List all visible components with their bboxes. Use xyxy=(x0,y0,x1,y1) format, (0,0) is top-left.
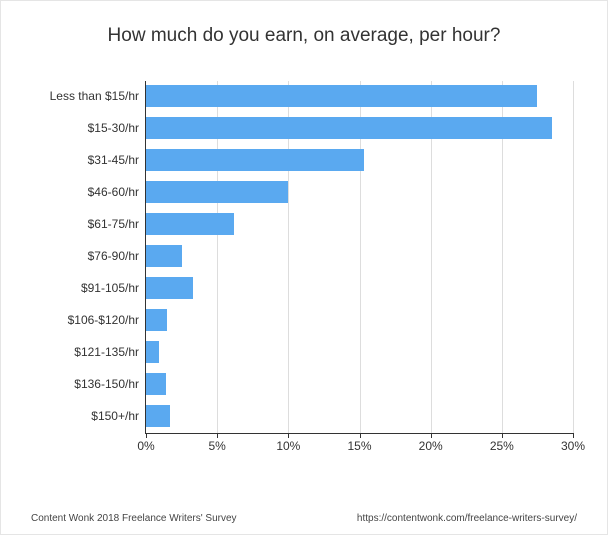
y-category-label: $136-150/hr xyxy=(35,377,139,391)
plot-region: 0%5%10%15%20%25%30% xyxy=(145,81,573,434)
chart-footer: Content Wonk 2018 Freelance Writers' Sur… xyxy=(31,513,577,524)
x-tick-label: 30% xyxy=(561,439,585,453)
bar xyxy=(146,213,234,235)
y-category-label: $61-75/hr xyxy=(35,217,139,231)
bar xyxy=(146,373,166,395)
y-category-label: $46-60/hr xyxy=(35,185,139,199)
gridline xyxy=(573,81,574,433)
bar xyxy=(146,117,552,139)
y-category-label: $31-45/hr xyxy=(35,153,139,167)
x-tick xyxy=(573,433,574,438)
x-tick-label: 5% xyxy=(208,439,225,453)
footer-source: Content Wonk 2018 Freelance Writers' Sur… xyxy=(31,513,237,524)
x-tick-label: 15% xyxy=(347,439,371,453)
chart-title: How much do you earn, on average, per ho… xyxy=(1,1,607,55)
chart-page: How much do you earn, on average, per ho… xyxy=(0,0,608,535)
chart-area: 0%5%10%15%20%25%30% Less than $15/hr $15-… xyxy=(35,81,573,464)
x-tick xyxy=(360,433,361,438)
bar xyxy=(146,405,170,427)
x-tick xyxy=(217,433,218,438)
x-tick-label: 10% xyxy=(276,439,300,453)
y-category-label: $121-135/hr xyxy=(35,345,139,359)
x-tick xyxy=(288,433,289,438)
x-tick xyxy=(502,433,503,438)
x-tick xyxy=(146,433,147,438)
bar xyxy=(146,85,537,107)
x-tick-label: 20% xyxy=(419,439,443,453)
y-category-label: $15-30/hr xyxy=(35,121,139,135)
y-category-label: $150+/hr xyxy=(35,409,139,423)
bar xyxy=(146,341,159,363)
footer-url: https://contentwonk.com/freelance-writer… xyxy=(357,513,577,524)
x-tick-label: 25% xyxy=(490,439,514,453)
x-tick xyxy=(431,433,432,438)
y-category-label: $106-$120/hr xyxy=(35,313,139,327)
bar xyxy=(146,309,167,331)
y-category-label: Less than $15/hr xyxy=(35,89,139,103)
bar xyxy=(146,149,364,171)
bar xyxy=(146,181,288,203)
y-category-label: $76-90/hr xyxy=(35,249,139,263)
bar xyxy=(146,277,193,299)
bar xyxy=(146,245,182,267)
x-tick-label: 0% xyxy=(137,439,154,453)
y-category-label: $91-105/hr xyxy=(35,281,139,295)
